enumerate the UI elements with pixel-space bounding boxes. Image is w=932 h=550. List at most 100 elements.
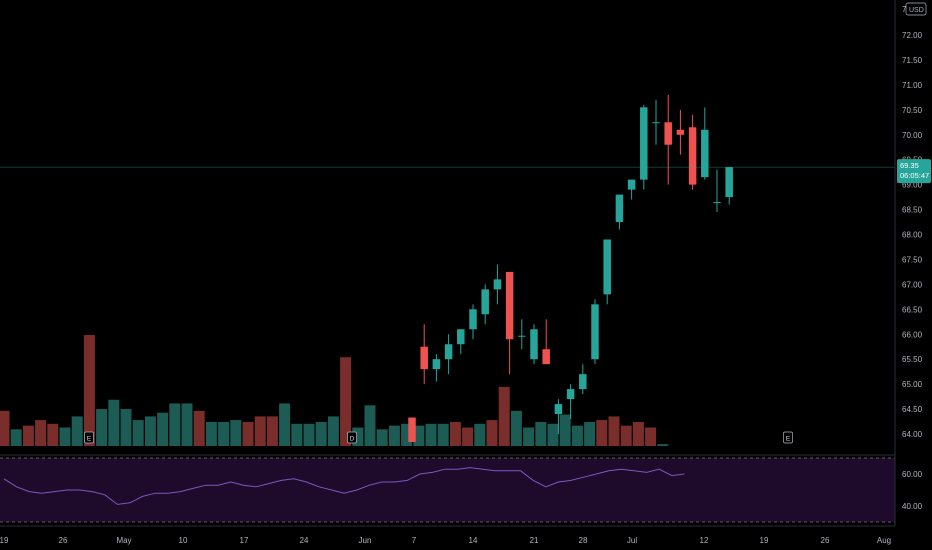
candle-body xyxy=(481,289,489,315)
volume-bar xyxy=(35,420,47,446)
volume-bar xyxy=(0,410,10,446)
volume-bar xyxy=(547,423,559,446)
volume-bar xyxy=(193,410,205,446)
price-tick-label: 66.50 xyxy=(902,305,923,314)
volume-bar xyxy=(266,416,278,446)
candle-body xyxy=(664,122,672,145)
time-axis[interactable]: 19 26 May 10 17 24 Jun 7 14 21 28 Jul 12 19 26 Aug xyxy=(0,525,895,545)
volume-bar xyxy=(22,425,34,446)
volume-bar xyxy=(608,416,620,446)
volume-bar xyxy=(462,427,474,446)
volume-bar xyxy=(120,409,132,446)
candle-body xyxy=(542,349,550,365)
candle-body xyxy=(457,329,465,345)
volume-bar xyxy=(303,423,315,446)
candle-body xyxy=(652,122,660,124)
volume-bar xyxy=(388,425,400,446)
volume-bar xyxy=(498,386,510,446)
time-tick-label: 28 xyxy=(579,536,588,545)
volume-bar xyxy=(47,423,59,446)
price-tick-label: 65.00 xyxy=(902,380,923,389)
volume-bar xyxy=(291,423,303,446)
candle[interactable] xyxy=(640,104,648,190)
candle[interactable] xyxy=(579,364,587,395)
candle-body xyxy=(676,129,685,135)
candle[interactable] xyxy=(676,109,685,155)
candle[interactable] xyxy=(603,239,611,305)
time-tick-label: May xyxy=(116,536,131,545)
volume-bar xyxy=(657,444,669,446)
candle[interactable] xyxy=(542,319,550,365)
candle[interactable] xyxy=(591,299,599,365)
price-tick-label: 70.00 xyxy=(902,131,923,140)
currency-label: USD xyxy=(909,7,924,14)
candle-body xyxy=(554,404,563,415)
candle[interactable] xyxy=(493,264,502,305)
candle-body xyxy=(469,309,477,330)
volume-bar xyxy=(352,427,364,446)
volume-bar xyxy=(315,421,327,446)
candle[interactable] xyxy=(627,179,636,200)
candlestick-series[interactable] xyxy=(408,94,733,442)
price-tick-label: 70.50 xyxy=(902,106,923,115)
volume-bar xyxy=(242,421,254,446)
candle[interactable] xyxy=(530,324,538,365)
candle[interactable] xyxy=(505,271,514,375)
price-tick-label: 72.00 xyxy=(902,31,923,40)
candle[interactable] xyxy=(566,384,575,420)
candle[interactable] xyxy=(408,417,416,442)
price-tick-label: 64.50 xyxy=(902,405,923,414)
current-price-countdown: 06:05:47 xyxy=(900,171,929,180)
price-tick-label: 68.00 xyxy=(902,231,923,240)
volume-bar xyxy=(535,421,547,446)
currency-button[interactable]: USD xyxy=(905,2,927,16)
candle[interactable] xyxy=(725,167,733,205)
candle[interactable] xyxy=(444,334,453,375)
candle[interactable] xyxy=(481,284,489,325)
rsi-tick-label: 40.00 xyxy=(902,502,923,511)
candle[interactable] xyxy=(420,324,428,385)
time-tick-label: Jul xyxy=(627,536,637,545)
candle[interactable] xyxy=(664,94,672,185)
candle[interactable] xyxy=(713,169,721,213)
candle-body xyxy=(603,239,611,295)
volume-bar xyxy=(10,429,22,446)
event-marker-frame xyxy=(783,431,793,444)
time-tick-label: 7 xyxy=(412,536,417,545)
candle[interactable] xyxy=(652,99,660,145)
event-marker[interactable]: E xyxy=(783,431,793,444)
volume-bar xyxy=(230,420,242,446)
time-tick-label: 17 xyxy=(240,536,249,545)
volume-bar xyxy=(510,410,522,446)
volume-bar xyxy=(181,403,193,446)
volume-bar xyxy=(144,416,156,446)
price-axis[interactable]: 72.0071.5071.0070.5070.0069.5069.0068.50… xyxy=(894,0,932,550)
candle[interactable] xyxy=(518,319,526,350)
volume-bar xyxy=(157,412,169,446)
volume-bar xyxy=(279,403,291,446)
price-tick-label: 67.50 xyxy=(902,255,923,264)
candle[interactable] xyxy=(432,354,441,382)
event-marker[interactable]: E xyxy=(84,431,94,444)
rsi-pane[interactable] xyxy=(0,454,895,523)
volume-bar xyxy=(376,429,388,446)
volume-bar xyxy=(437,423,449,446)
event-marker[interactable]: D xyxy=(347,431,357,444)
candle[interactable] xyxy=(554,399,563,434)
candle[interactable] xyxy=(688,114,697,190)
candle[interactable] xyxy=(701,107,709,180)
candle-body xyxy=(566,389,575,400)
event-marker-label: E xyxy=(87,436,92,443)
volume-bar xyxy=(413,425,425,446)
time-tick-label: 14 xyxy=(469,536,478,545)
candle[interactable] xyxy=(469,304,477,340)
volume-bar xyxy=(632,421,644,446)
time-tick-label: 24 xyxy=(300,536,309,545)
candle[interactable] xyxy=(457,329,465,355)
candle[interactable] xyxy=(615,194,624,230)
price-tick-label: 71.00 xyxy=(902,81,923,90)
rsi-line xyxy=(3,467,685,505)
volume-bar xyxy=(559,414,571,446)
